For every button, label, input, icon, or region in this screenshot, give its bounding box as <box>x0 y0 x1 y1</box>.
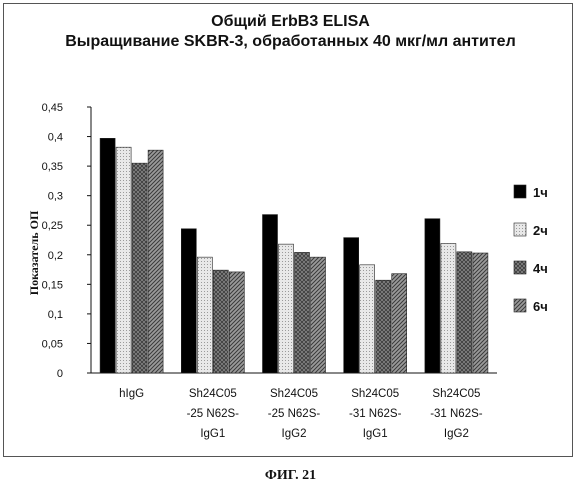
y-tick-label: 0,05 <box>42 338 63 350</box>
y-tick-label: 0,4 <box>48 132 63 144</box>
bar-6ч-1 <box>229 272 244 373</box>
bar-6ч-2 <box>311 257 326 373</box>
figure-caption: ФИГ. 21 <box>0 468 581 484</box>
y-tick-label: 0,45 <box>42 102 63 114</box>
x-category-label: -25 N62S- <box>268 408 321 420</box>
x-category-label: -25 N62S- <box>187 408 240 420</box>
y-tick-label: 0,15 <box>42 279 63 291</box>
legend-swatch-1ч <box>514 185 526 198</box>
bar-2ч-1 <box>197 257 212 373</box>
bar-6ч-0 <box>148 150 163 373</box>
x-category-label: IgG2 <box>444 428 469 440</box>
legend-label-6ч: 6ч <box>533 299 548 314</box>
bar-4ч-3 <box>376 280 391 373</box>
bar-4ч-4 <box>457 252 472 373</box>
x-category-label: Sh24C05 <box>189 388 237 400</box>
x-category-label: Sh24C05 <box>351 388 399 400</box>
bar-1ч-4 <box>425 219 440 373</box>
x-category-label: -31 N62S- <box>349 408 402 420</box>
legend-label-1ч: 1ч <box>533 185 548 200</box>
legend-swatch-4ч <box>514 261 526 274</box>
y-tick-label: 0,1 <box>48 309 63 321</box>
legend-swatch-2ч <box>514 223 526 236</box>
y-tick-label: 0,3 <box>48 191 63 203</box>
y-axis-label: Показатель ОП <box>27 210 41 295</box>
bar-4ч-0 <box>132 163 147 373</box>
x-category-label: IgG1 <box>200 428 225 440</box>
bar-1ч-3 <box>344 238 359 373</box>
x-category-label: Sh24C05 <box>270 388 318 400</box>
legend-label-4ч: 4ч <box>533 261 548 276</box>
bar-1ч-0 <box>100 138 115 373</box>
bar-4ч-2 <box>295 252 310 373</box>
x-category-label: IgG2 <box>282 428 307 440</box>
bar-6ч-4 <box>473 253 488 373</box>
x-category-label: -31 N62S- <box>430 408 483 420</box>
x-category-label: Sh24C05 <box>432 388 480 400</box>
chart-legend: 1ч 2ч 4ч 6ч <box>514 185 548 314</box>
plot-bars <box>100 138 488 373</box>
y-tick-labels: 0 0,05 0,1 0,15 0,2 0,25 0,3 0,35 0,4 0,45 <box>42 102 63 380</box>
y-tick-label: 0,25 <box>42 220 63 232</box>
x-category-label: IgG1 <box>363 428 388 440</box>
x-category-label: hIgG <box>119 388 144 400</box>
bar-2ч-0 <box>116 147 131 373</box>
bar-1ч-1 <box>181 229 196 373</box>
legend-swatch-6ч <box>514 299 526 312</box>
bar-6ч-3 <box>392 274 407 373</box>
y-tick-label: 0,2 <box>48 250 63 262</box>
bar-4ч-1 <box>213 270 228 373</box>
bar-2ч-3 <box>360 265 375 373</box>
x-category-labels: hIgG Sh24C05 -25 N62S- IgG1 Sh24C05 -25 N62S-… <box>119 388 483 440</box>
legend-label-2ч: 2ч <box>533 223 548 238</box>
bar-2ч-2 <box>279 244 294 373</box>
y-tick-label: 0 <box>57 368 63 380</box>
y-tick-label: 0,35 <box>42 161 63 173</box>
bar-2ч-4 <box>441 244 456 373</box>
bar-1ч-2 <box>263 215 278 373</box>
